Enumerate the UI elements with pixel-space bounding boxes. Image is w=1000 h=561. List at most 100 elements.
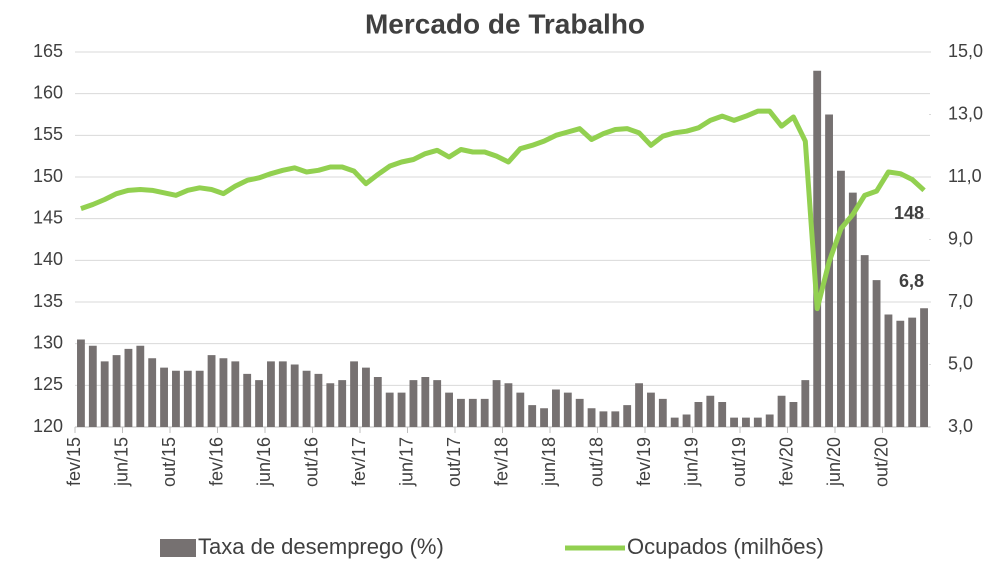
bar <box>207 355 216 427</box>
x-tick-label: out/19 <box>729 437 749 487</box>
y2-tick-label: 9,0 <box>948 228 973 248</box>
bar <box>552 389 560 427</box>
bar <box>611 411 620 427</box>
y-tick-label: 120 <box>33 416 63 436</box>
bar <box>468 398 477 427</box>
bar <box>219 358 228 427</box>
bar <box>255 380 263 427</box>
x-tick-label: jun/17 <box>396 437 416 487</box>
y2-tick-label: 3,0 <box>948 416 973 436</box>
bar <box>753 417 762 427</box>
x-tick-label: jun/18 <box>539 437 559 487</box>
bar <box>599 411 608 427</box>
bar <box>920 308 928 427</box>
bar <box>789 402 798 427</box>
line <box>80 108 926 312</box>
bar <box>848 192 857 427</box>
bar <box>908 317 917 427</box>
y-tick-label: 130 <box>33 332 63 352</box>
y2-tick-label: 11,0 <box>948 166 982 186</box>
bar <box>896 320 905 427</box>
bar <box>195 370 204 427</box>
y-tick-label: 140 <box>33 249 63 269</box>
bar <box>421 377 430 427</box>
bar <box>302 370 311 427</box>
bar <box>670 417 679 427</box>
y2-tick-label: 15,0 <box>948 41 983 61</box>
bar <box>647 392 655 427</box>
bar <box>694 402 703 427</box>
bar <box>504 383 513 427</box>
y2-tick-label: 13,0 <box>948 103 983 123</box>
y-tick-label: 145 <box>33 207 63 227</box>
y-tick-label: 165 <box>33 41 63 61</box>
bar <box>100 361 109 427</box>
bar <box>172 370 180 427</box>
bar <box>635 383 643 427</box>
bar <box>136 345 145 427</box>
bar <box>718 402 727 427</box>
bar <box>682 414 691 427</box>
x-tick-label: out/20 <box>871 437 891 487</box>
x-tick-label: fev/15 <box>64 437 84 486</box>
y-tick-label: 160 <box>33 82 63 102</box>
x-tick-label: jun/15 <box>111 437 131 487</box>
bar <box>409 380 418 427</box>
x-tick-label: jun/20 <box>824 437 844 487</box>
y-tick-label: 135 <box>33 291 63 311</box>
bar <box>88 345 97 427</box>
chart-title: Mercado de Trabalho <box>365 8 645 39</box>
bar <box>540 408 548 427</box>
bar <box>397 392 406 427</box>
bar <box>872 280 881 427</box>
bar <box>730 417 738 427</box>
bar <box>706 395 715 427</box>
bar <box>231 361 240 427</box>
x-tick-label: fev/16 <box>206 437 226 486</box>
bar <box>777 395 786 427</box>
bar <box>575 398 584 427</box>
bar <box>457 398 465 427</box>
bar <box>658 398 667 427</box>
x-tick-label: out/16 <box>301 437 321 487</box>
bar <box>563 392 572 427</box>
bar-value-label: 6,8 <box>899 271 924 291</box>
x-tick-label: out/17 <box>444 437 464 487</box>
bar <box>587 408 596 427</box>
bar <box>516 392 525 427</box>
y-tick-label: 155 <box>33 124 63 144</box>
y-tick-label: 150 <box>33 166 63 186</box>
line-value-label: 148 <box>894 203 924 223</box>
x-tick-label: jun/16 <box>254 437 274 487</box>
bar <box>445 392 453 427</box>
legend-label: Ocupados (milhões) <box>627 534 824 559</box>
bar <box>528 405 537 427</box>
bar <box>480 398 489 427</box>
bar <box>492 380 501 427</box>
bar <box>350 361 358 427</box>
x-tick-label: fev/20 <box>776 437 796 486</box>
bar <box>124 348 133 427</box>
bar <box>338 380 347 427</box>
bar <box>326 383 335 427</box>
bar <box>860 255 869 427</box>
bar <box>183 370 192 427</box>
x-tick-label: out/15 <box>159 437 179 487</box>
bar <box>278 361 287 427</box>
bar <box>160 367 168 427</box>
y2-tick-label: 7,0 <box>948 291 973 311</box>
x-tick-label: fev/19 <box>634 437 654 486</box>
bar <box>433 380 442 427</box>
bar <box>373 377 382 427</box>
bar <box>314 373 323 427</box>
bar <box>290 364 299 427</box>
y2-tick-label: 5,0 <box>948 353 973 373</box>
bar <box>385 392 394 427</box>
legend-swatch <box>160 539 196 557</box>
bar <box>742 417 750 427</box>
bar <box>362 367 370 427</box>
bar <box>837 170 845 427</box>
x-tick-label: fev/18 <box>491 437 511 486</box>
bar <box>813 70 822 427</box>
